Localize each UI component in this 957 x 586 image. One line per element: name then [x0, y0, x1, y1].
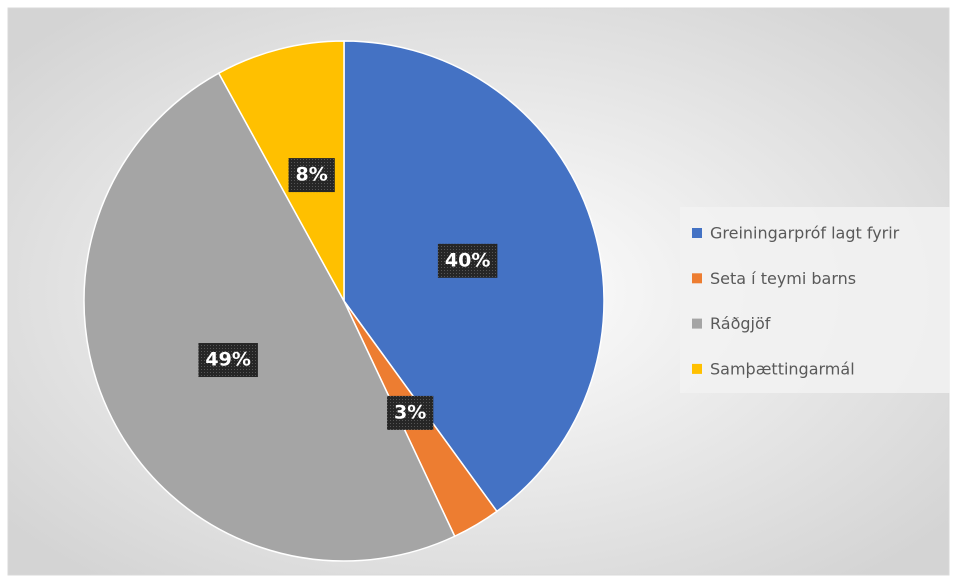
legend-swatch	[692, 363, 702, 374]
legend-label: Ráðgjöf	[710, 314, 771, 333]
legend-label: Samþættingarmál	[710, 359, 855, 378]
data-label: 40%	[445, 249, 490, 271]
legend-box	[680, 207, 950, 393]
legend-label: Seta í teymi barns	[710, 269, 856, 288]
pie-slice	[217, 40, 345, 302]
data-label: 3%	[394, 401, 426, 423]
data-label-bg	[437, 243, 498, 278]
data-label: 49%	[205, 349, 250, 371]
legend-swatch	[692, 318, 702, 329]
pie-slice	[83, 72, 456, 562]
legend-swatch	[692, 273, 702, 284]
data-label-bg	[198, 343, 258, 378]
data-label-bg	[387, 395, 434, 430]
legend-label: Greiningarpróf lagt fyrir	[710, 224, 900, 243]
data-label: 8%	[296, 164, 328, 186]
data-label-bg	[288, 158, 335, 193]
legend-swatch	[692, 228, 702, 238]
